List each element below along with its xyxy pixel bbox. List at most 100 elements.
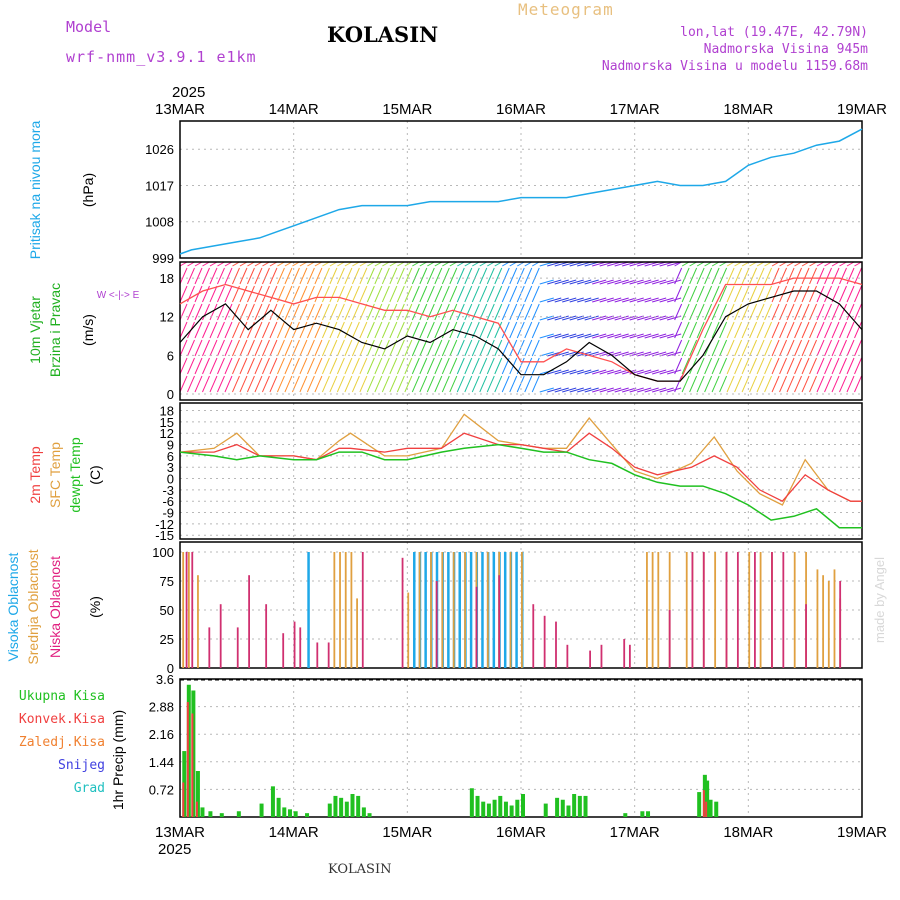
wind-barb [381,267,390,285]
wind-barb [509,321,518,339]
wind-barb [396,321,405,339]
wind-barb [217,357,225,375]
wind-barb [531,357,540,375]
wind-barb [681,285,690,303]
wind-barb [756,321,765,339]
wind-barb [531,375,540,393]
wind-barb [494,321,503,339]
wind-barb [756,267,765,285]
wind-barb [217,321,225,339]
cloud-bar-1 [407,592,410,668]
wind-barb [524,357,533,375]
wind-barb [209,267,218,285]
wind-barb [771,267,780,285]
precip-bar-0 [339,797,344,817]
precip-bar-0 [705,780,710,817]
cloud-bar-2 [725,552,728,668]
wind-barb [816,375,825,393]
wind-barb [486,339,495,357]
precip-legend-item: Snijeg [58,758,105,773]
wind-barb [426,303,435,321]
cloud-bar-2 [327,642,330,668]
date-tick-top: 16MAR [496,101,546,118]
wind-barb [456,267,465,285]
y-tick-label: -9 [162,506,174,521]
wind-barb [749,321,758,339]
wind-barb [531,267,540,285]
wind-barb [614,351,629,357]
wind-barb [577,297,592,303]
wind-barb [246,375,255,393]
wind-barb [696,285,705,303]
wind-barb [771,339,780,357]
wind-barb [547,279,562,285]
wind-barb [486,285,495,303]
wind-barb [854,375,862,393]
wind-barb [674,357,683,375]
wind-barb [734,321,743,339]
precip-bar-0 [305,813,310,817]
wind-barb [299,303,308,321]
precip-bar-1 [705,801,708,817]
cloud-bar-2 [265,604,268,668]
wind-barb [374,303,383,321]
wind-barb [344,339,353,357]
wind-barb [224,303,233,321]
cloud-bar-2 [623,639,626,668]
cloud-bar-2 [702,552,705,668]
wind-barb [299,285,308,303]
wind-barb [224,267,233,285]
wind-barb [276,357,285,375]
year-label-bottom: 2025 [158,841,191,858]
cloud-bar-2 [435,581,438,668]
cloud-bar-1 [339,552,341,668]
wind-barb [232,357,240,375]
cloud-bar-2 [555,621,557,668]
wind-barb [471,267,480,285]
wind-barb [449,357,458,375]
wind-barb [434,321,443,339]
wind-barb [479,285,488,303]
wind-barb [284,267,293,285]
wind-barb [336,267,345,285]
wind-barb [232,339,240,357]
wind-barb [299,339,308,357]
wind-barb [794,321,803,339]
wind-barb [562,297,577,303]
precip-bar-0 [515,799,520,817]
wind-barb [711,357,720,375]
wind-barb [681,267,690,285]
cloud-bar-1 [344,552,347,668]
station-title: KOLASIN [327,22,439,47]
wind-barb [329,303,338,321]
cloud-bar-1 [521,552,523,668]
wind-barb [786,267,795,285]
wind-barb [261,339,270,357]
wind-barb [652,333,667,339]
wind-barb [547,333,562,339]
wind-barb [816,357,825,375]
precip-bar-1 [182,782,185,817]
wind-barb [786,321,795,339]
wind-barb [554,369,569,375]
y-tick-label: 18 [160,404,174,419]
wind-barb [344,321,353,339]
date-tick-bottom: 18MAR [723,824,773,841]
wind-barb [786,303,795,321]
wind-gust-line [179,277,863,382]
wind-barb [426,339,435,357]
wind-barb [329,321,338,339]
wind-barb [637,279,652,285]
wind-barb [486,303,495,321]
precip-bar-0 [344,801,349,817]
y-tick-label: 0.72 [149,782,174,797]
wind-barb [179,285,188,303]
wind-barb [801,339,810,357]
wind-barb [667,387,682,393]
wind-barb [756,375,765,393]
wind-barb [696,357,705,375]
y-tick-label: 18 [160,271,174,286]
wind-barb [254,267,263,285]
wind-barb [239,321,248,339]
wind-barb [254,303,263,321]
